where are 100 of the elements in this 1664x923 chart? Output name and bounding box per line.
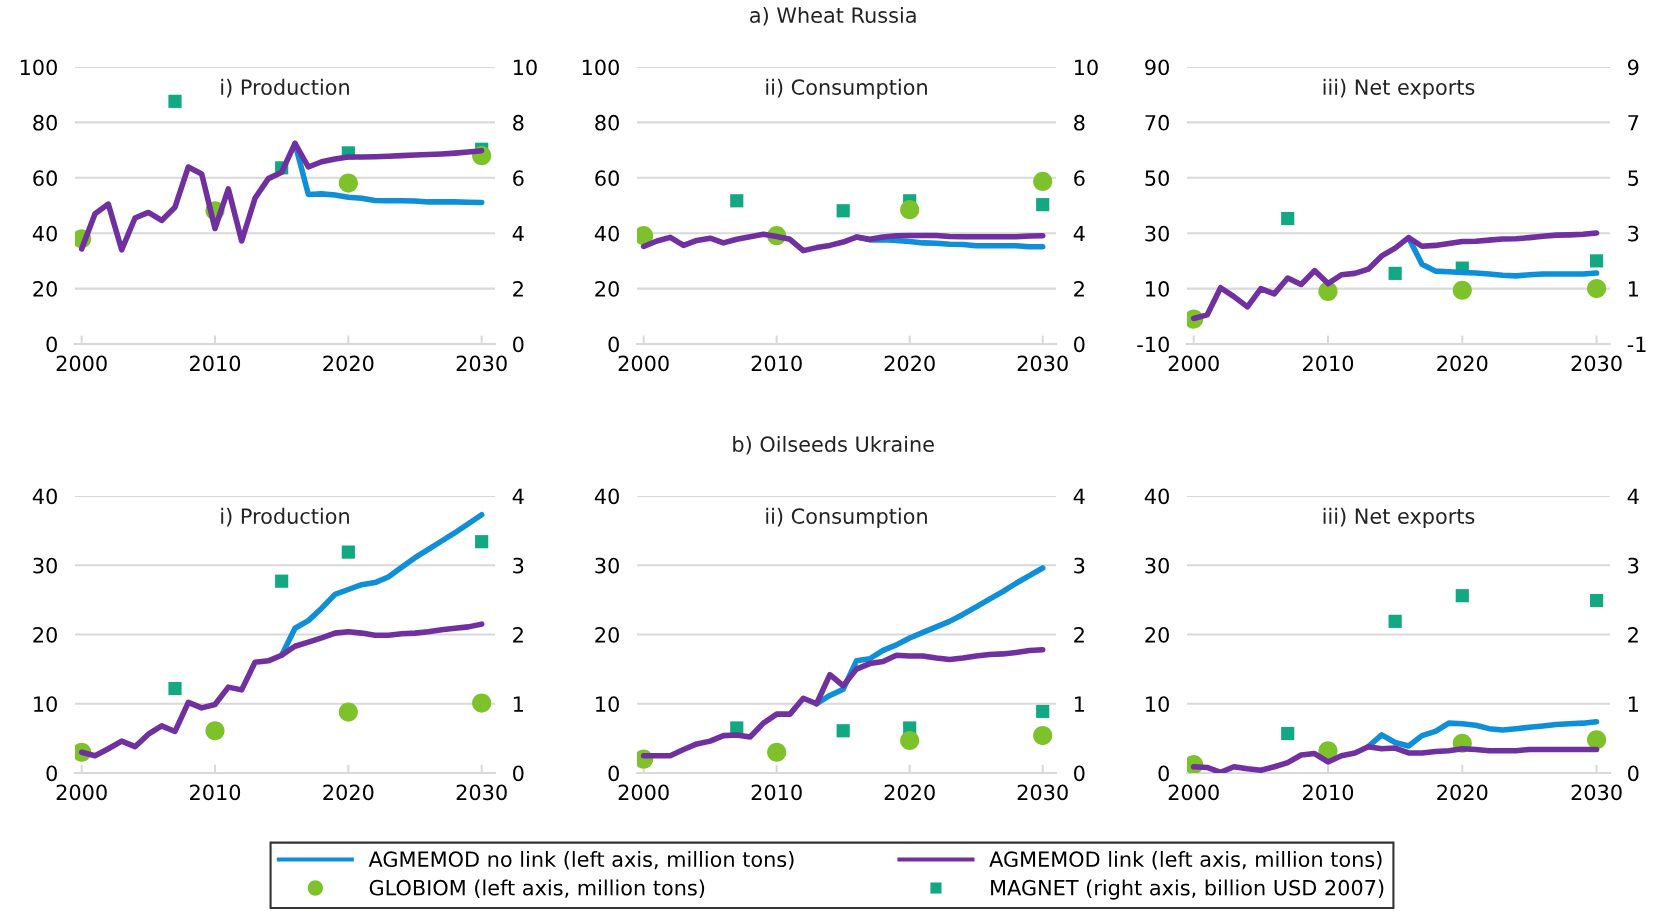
y-tick-label: 100 [582, 59, 619, 76]
y-tick-label: 0 [1158, 765, 1169, 782]
y-tick-label: 20 [1145, 626, 1169, 643]
y-tick-label: 60 [595, 170, 619, 187]
y2-tick-label: 2 [1074, 281, 1084, 297]
x-tick-label: 2030 [456, 355, 507, 372]
y2-tick-label: 0 [513, 765, 524, 782]
x-tick-label: 2020 [323, 355, 374, 372]
y-tick-label: 0 [46, 765, 57, 782]
y2-tick-label: 1 [1628, 696, 1638, 712]
y2-tick-label: 5 [1628, 170, 1639, 187]
y-tick-label: 10 [596, 696, 619, 712]
legend-label: AGMEMOD link (left axis, million tons) [989, 850, 1382, 870]
point [900, 730, 920, 751]
y2-tick-label: 8 [1074, 114, 1085, 131]
y2-tick-label: 1 [1074, 696, 1084, 712]
y2-tick-label: 4 [1073, 225, 1085, 242]
point [341, 545, 355, 559]
y2-tick-label: 0 [1074, 765, 1085, 782]
y-tick-label: 10 [1146, 281, 1169, 297]
y-tick-label: 30 [1145, 225, 1169, 242]
y2-tick-label: 0 [1074, 336, 1085, 353]
chart-subtitle: b) Oilseeds Ukraine [733, 435, 934, 455]
point [1388, 266, 1402, 280]
y-tick-label: 30 [33, 557, 57, 574]
point [1281, 726, 1295, 741]
x-tick-label: 2020 [1437, 355, 1488, 372]
y2-tick-label: 4 [512, 488, 524, 504]
point [1452, 280, 1472, 300]
x-tick-label: 2020 [884, 784, 935, 801]
point [168, 681, 182, 696]
x-tick-label: 2010 [190, 355, 241, 372]
y-tick-label: 90 [1145, 59, 1169, 76]
x-tick-label: 2000 [1168, 355, 1219, 372]
legend-label: MAGNET (right axis, billion USD 2007) [991, 879, 1384, 900]
legend-label: AGMEMOD no link (left axis, million tons) [368, 850, 794, 870]
y2-tick-label: 6 [513, 170, 524, 187]
y-tick-label: 40 [32, 225, 57, 242]
point [472, 693, 492, 713]
point [836, 204, 850, 218]
y2-tick-label: 3 [513, 557, 524, 574]
y2-tick-label: 0 [1628, 765, 1639, 782]
text: iii) Net exports [1323, 507, 1475, 529]
y2-tick-label: -1 [1627, 336, 1646, 352]
y-tick-label: 20 [595, 281, 619, 297]
point [1589, 254, 1604, 268]
text: ii) Consumption [766, 78, 927, 100]
y-tick-label: 20 [33, 626, 57, 643]
point [1033, 726, 1053, 746]
y-tick-label: 30 [595, 557, 619, 574]
y-tick-label: 40 [1144, 488, 1169, 505]
point [168, 94, 182, 108]
y2-tick-label: 2 [513, 281, 523, 297]
y-tick-label: 20 [595, 626, 619, 643]
point [767, 742, 787, 762]
y2-tick-label: 2 [1628, 626, 1638, 643]
point [1281, 211, 1295, 226]
y2-tick-label: 8 [513, 114, 524, 131]
y-tick-label: 80 [33, 114, 57, 131]
y-tick-label: 20 [33, 281, 57, 297]
y2-tick-label: 10 [1074, 59, 1098, 76]
x-tick-label: 2010 [1303, 784, 1354, 801]
x-tick-label: 2000 [618, 784, 669, 801]
x-tick-label: 2010 [190, 784, 241, 801]
point [1455, 589, 1469, 603]
y-tick-label: 40 [594, 488, 619, 505]
x-tick-label: 2010 [751, 784, 802, 801]
y-tick-label: 70 [1145, 114, 1169, 131]
y2-tick-label: 3 [1628, 557, 1639, 574]
x-tick-label: 2020 [884, 355, 935, 372]
y-tick-label: 0 [46, 336, 57, 353]
y-tick-label: 10 [34, 696, 57, 712]
text: ii) Consumption [766, 507, 927, 529]
y2-tick-label: 1 [513, 696, 523, 712]
x-tick-label: 2030 [456, 784, 507, 801]
y-tick-label: 40 [32, 488, 57, 505]
y-tick-label: 40 [594, 225, 619, 242]
y2-tick-label: 4 [512, 225, 524, 242]
legend-label: GLOBIOM (left axis, million tons) [369, 879, 705, 899]
point [475, 535, 489, 549]
y-tick-label: 30 [1145, 557, 1169, 574]
point [275, 574, 289, 588]
y-tick-label: 10 [1146, 696, 1169, 712]
y2-tick-label: 3 [1628, 225, 1639, 242]
point [1033, 171, 1053, 191]
x-tick-label: 2020 [1437, 784, 1488, 801]
text: i) Production [221, 507, 349, 527]
x-tick-label: 2030 [1571, 784, 1622, 801]
y-tick-label: 60 [33, 170, 57, 187]
y2-tick-label: 7 [1628, 115, 1639, 131]
y2-tick-label: 10 [513, 59, 537, 76]
x-tick-label: 2030 [1017, 355, 1068, 372]
y2-tick-label: 4 [1627, 488, 1639, 504]
y-tick-label: 80 [595, 114, 619, 131]
y2-tick-label: 2 [1074, 626, 1084, 643]
point [730, 194, 744, 208]
y2-tick-label: 4 [1073, 488, 1085, 504]
y-tick-label: 50 [1145, 170, 1169, 187]
y2-tick-label: 2 [513, 626, 523, 643]
point [1587, 279, 1607, 299]
